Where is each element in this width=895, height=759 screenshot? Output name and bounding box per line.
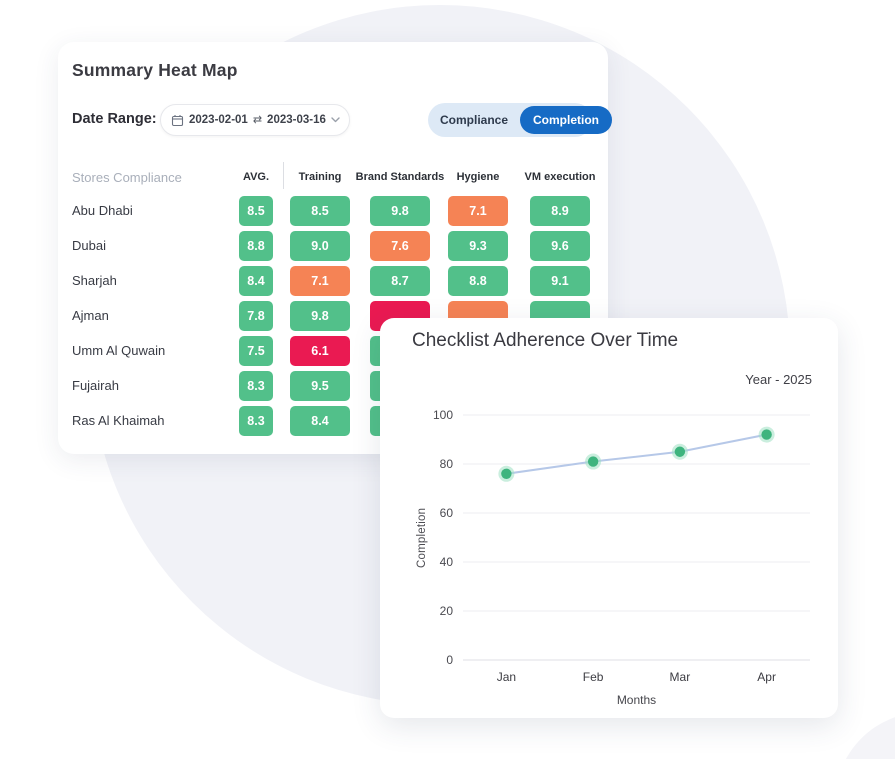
compliance-completion-toggle: Compliance Completion bbox=[428, 103, 613, 137]
heatmap-cell[interactable]: 6.1 bbox=[290, 336, 350, 366]
heatmap-cell[interactable]: 7.6 bbox=[370, 231, 430, 261]
y-tick-label: 80 bbox=[440, 457, 454, 471]
heatmap-cell[interactable]: 8.4 bbox=[290, 406, 350, 436]
chart-year-subtitle: Year - 2025 bbox=[745, 372, 812, 387]
column-header-vm-execution: VM execution bbox=[524, 171, 596, 183]
x-tick-label: Mar bbox=[670, 670, 691, 684]
heatmap-cell[interactable]: 8.7 bbox=[370, 266, 430, 296]
date-range-label: Date Range: bbox=[72, 111, 157, 127]
heatmap-cell[interactable]: 8.8 bbox=[448, 266, 508, 296]
table-row: Dubai 8.8 9.0 7.6 9.3 9.6 bbox=[58, 231, 608, 261]
table-row: Abu Dhabi 8.5 8.5 9.8 7.1 8.9 bbox=[58, 196, 608, 226]
heatmap-cell[interactable]: 9.3 bbox=[448, 231, 508, 261]
x-tick-label: Apr bbox=[757, 670, 776, 684]
toggle-option-completion[interactable]: Completion bbox=[520, 106, 613, 134]
heatmap-cell[interactable]: 7.5 bbox=[239, 336, 273, 366]
column-header-avg: AVG. bbox=[242, 171, 270, 183]
store-name: Umm Al Quwain bbox=[72, 343, 166, 358]
heatmap-cell[interactable]: 9.6 bbox=[530, 231, 590, 261]
background-corner-circle-decoration bbox=[835, 712, 895, 759]
heatmap-cell[interactable]: 8.3 bbox=[239, 406, 273, 436]
data-point bbox=[761, 429, 772, 440]
chart-title: Checklist Adherence Over Time bbox=[412, 330, 679, 351]
heatmap-cell[interactable]: 9.1 bbox=[530, 266, 590, 296]
y-tick-label: 60 bbox=[440, 506, 454, 520]
store-name: Abu Dhabi bbox=[72, 203, 133, 218]
heatmap-cell[interactable]: 7.8 bbox=[239, 301, 273, 331]
heatmap-card-title: Summary Heat Map bbox=[72, 60, 238, 80]
heatmap-cell[interactable]: 8.3 bbox=[239, 371, 273, 401]
heatmap-cell[interactable]: 8.4 bbox=[239, 266, 273, 296]
store-name: Ras Al Khaimah bbox=[72, 413, 165, 428]
store-name: Ajman bbox=[72, 308, 109, 323]
checklist-adherence-card: Checklist Adherence Over Time Year - 202… bbox=[380, 318, 838, 718]
store-name: Fujairah bbox=[72, 378, 119, 393]
heatmap-cell[interactable]: 9.0 bbox=[290, 231, 350, 261]
heatmap-cell[interactable]: 9.8 bbox=[290, 301, 350, 331]
x-tick-label: Feb bbox=[583, 670, 604, 684]
calendar-icon bbox=[171, 114, 184, 126]
x-tick-label: Jan bbox=[497, 670, 516, 684]
heatmap-cell[interactable]: 8.5 bbox=[290, 196, 350, 226]
line-chart: 0 20 40 60 80 100 Jan Feb Mar Apr Months bbox=[433, 408, 810, 707]
heatmap-cell[interactable]: 8.5 bbox=[239, 196, 273, 226]
heatmap-cell[interactable]: 9.8 bbox=[370, 196, 430, 226]
range-arrows-icon: ⇄ bbox=[252, 113, 263, 126]
data-point bbox=[501, 468, 512, 479]
heatmap-cell[interactable]: 7.1 bbox=[290, 266, 350, 296]
data-point bbox=[587, 456, 599, 467]
y-tick-label: 40 bbox=[440, 555, 454, 569]
column-header-hygiene: Hygiene bbox=[456, 171, 500, 183]
date-range-picker[interactable]: 2023-02-01 ⇄ 2023-03-16 bbox=[160, 104, 350, 136]
heatmap-cell[interactable]: 8.8 bbox=[239, 231, 273, 261]
y-tick-label: 100 bbox=[433, 408, 453, 422]
stores-compliance-header: Stores Compliance bbox=[72, 170, 182, 185]
store-name: Sharjah bbox=[72, 273, 117, 288]
heatmap-cell[interactable]: 9.5 bbox=[290, 371, 350, 401]
heatmap-cell[interactable]: 7.1 bbox=[448, 196, 508, 226]
header-divider bbox=[283, 162, 284, 189]
x-axis-label: Months bbox=[617, 693, 656, 707]
store-name: Dubai bbox=[72, 238, 106, 253]
date-range-end: 2023-03-16 bbox=[267, 114, 326, 126]
y-tick-label: 0 bbox=[446, 653, 453, 667]
data-point bbox=[674, 446, 686, 457]
heatmap-cell[interactable]: 8.9 bbox=[530, 196, 590, 226]
column-header-training: Training bbox=[298, 171, 342, 183]
completion-line bbox=[506, 433, 767, 475]
column-header-brand-standards: Brand Standards bbox=[355, 171, 445, 183]
toggle-option-compliance[interactable]: Compliance bbox=[440, 113, 509, 127]
y-tick-label: 20 bbox=[440, 604, 454, 618]
chevron-down-icon bbox=[331, 117, 340, 123]
date-range-start: 2023-02-01 bbox=[189, 114, 248, 126]
table-row: Sharjah 8.4 7.1 8.7 8.8 9.1 bbox=[58, 266, 608, 296]
